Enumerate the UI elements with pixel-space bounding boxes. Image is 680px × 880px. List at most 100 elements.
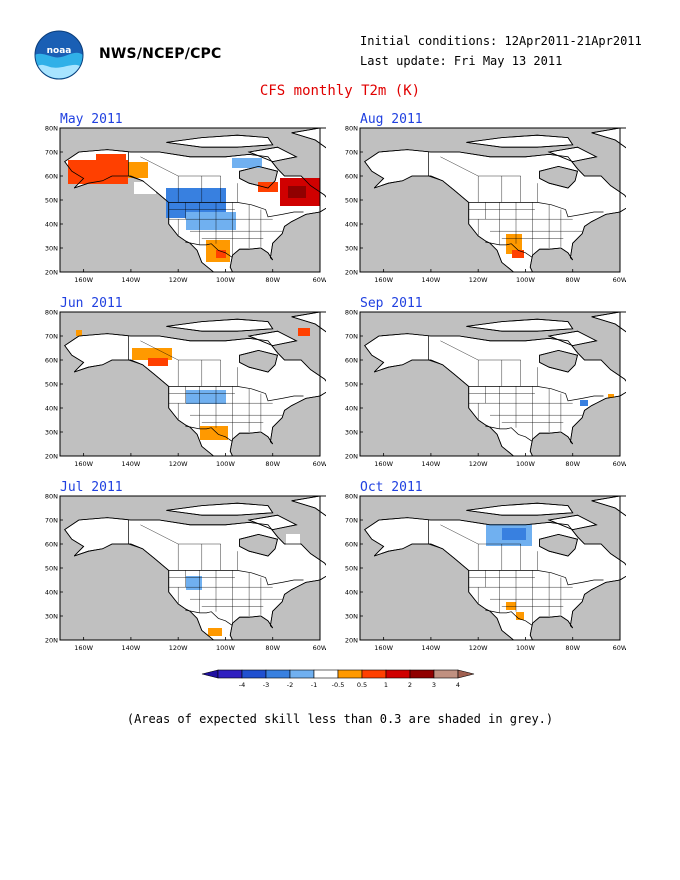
lat-tick-label: 30N xyxy=(45,245,58,253)
lon-tick-label: 140W xyxy=(421,644,440,652)
lon-tick-label: 80W xyxy=(265,460,280,468)
colorbar-label: -0.5 xyxy=(332,681,345,689)
lat-tick-label: 60N xyxy=(45,357,58,365)
colorbar-high-arrow xyxy=(457,669,475,679)
lat-tick-label: 80N xyxy=(345,493,358,501)
initial-conditions: Initial conditions: 12Apr2011-21Apr2011 xyxy=(360,34,642,48)
lon-tick-label: 140W xyxy=(421,460,440,468)
map-panel-sep: Sep 2011 80N 70N 60N 50N 40N 30N 20N 160W 140W 12… xyxy=(336,296,626,468)
lon-tick-label: 160W xyxy=(374,460,393,468)
lat-tick-label: 40N xyxy=(345,221,358,229)
panel-title: Oct 2011 xyxy=(360,480,423,495)
colorbar-swatch xyxy=(265,669,291,679)
lon-tick-label: 100W xyxy=(216,276,235,284)
lon-tick-label: 120W xyxy=(469,276,488,284)
lat-tick-label: 80N xyxy=(45,125,58,133)
lat-tick-label: 70N xyxy=(45,517,58,525)
lon-tick-label: 120W xyxy=(469,460,488,468)
colorbar-label: 0.5 xyxy=(357,681,367,689)
lat-tick-label: 50N xyxy=(345,197,358,205)
lon-tick-label: 160W xyxy=(374,276,393,284)
colorbar-swatch xyxy=(385,669,411,679)
lat-tick-label: 40N xyxy=(345,405,358,413)
lat-tick-label: 60N xyxy=(345,173,358,181)
lon-tick-label: 60W xyxy=(613,276,626,284)
lat-tick-label: 30N xyxy=(45,613,58,621)
lat-tick-label: 20N xyxy=(345,453,358,461)
map-panel-may: May 2011 80N 70N 60N 50N 40N 30N 20N 160W 140W 12… xyxy=(36,112,326,284)
panel-title: Aug 2011 xyxy=(360,112,423,127)
colorbar-low-arrow xyxy=(201,669,219,679)
lon-tick-label: 100W xyxy=(216,460,235,468)
lon-tick-label: 80W xyxy=(565,276,580,284)
lon-tick-label: 160W xyxy=(74,460,93,468)
colorbar-swatch xyxy=(241,669,267,679)
colorbar-swatch xyxy=(433,669,459,679)
lon-tick-label: 160W xyxy=(74,644,93,652)
colorbar-legend: -4 -3 -2 -1 -0.5 0.5 1 2 3 4 xyxy=(201,669,475,689)
lon-tick-label: 160W xyxy=(74,276,93,284)
lat-tick-label: 80N xyxy=(345,309,358,317)
lat-tick-label: 40N xyxy=(45,589,58,597)
lat-tick-label: 40N xyxy=(45,405,58,413)
lon-tick-label: 100W xyxy=(516,644,535,652)
lon-tick-label: 80W xyxy=(565,460,580,468)
lon-tick-label: 140W xyxy=(421,276,440,284)
map-plot: 80N 70N 60N 50N 40N 30N 20N 160W 140W 120W 100W 80W… xyxy=(45,125,326,284)
colorbar-swatch xyxy=(409,669,435,679)
lon-tick-label: 60W xyxy=(613,460,626,468)
svg-text:noaa: noaa xyxy=(47,46,72,56)
footnote: (Areas of expected skill less than 0.3 a… xyxy=(126,712,554,726)
lon-tick-label: 120W xyxy=(169,276,188,284)
map-panel-jul: Jul 2011 80N 70N 60N 50N 40N 30N 20N 160W 140W 12… xyxy=(36,480,326,652)
map-plot: 80N 70N 60N 50N 40N 30N 20N 160W 140W 120W 100W 80W… xyxy=(345,125,626,284)
lat-tick-label: 40N xyxy=(345,589,358,597)
colorbar-label: 4 xyxy=(456,681,460,689)
lon-tick-label: 100W xyxy=(516,276,535,284)
colorbar-swatch xyxy=(289,669,315,679)
org-name: NWS/NCEP/CPC xyxy=(99,46,222,62)
colorbar-label: -3 xyxy=(263,681,269,689)
map-panel-oct: Oct 2011 80N 70N 60N 50N 40N 30N 20N 160W 140W 12… xyxy=(336,480,626,652)
last-update: Last update: Fri May 13 2011 xyxy=(360,54,563,68)
lat-tick-label: 60N xyxy=(45,541,58,549)
lat-tick-label: 50N xyxy=(45,381,58,389)
lat-tick-label: 60N xyxy=(345,357,358,365)
lat-tick-label: 60N xyxy=(45,173,58,181)
lat-tick-label: 80N xyxy=(45,493,58,501)
lat-tick-label: 30N xyxy=(45,429,58,437)
colorbar-label: -1 xyxy=(311,681,317,689)
noaa-logo-icon: noaa xyxy=(34,30,84,80)
lat-tick-label: 50N xyxy=(45,197,58,205)
colorbar-label: 3 xyxy=(432,681,436,689)
lat-tick-label: 50N xyxy=(45,565,58,573)
lon-tick-label: 60W xyxy=(313,460,326,468)
map-plot: 80N 70N 60N 50N 40N 30N 20N 160W 140W 120W 100W 80W… xyxy=(45,493,326,652)
lat-tick-label: 60N xyxy=(345,541,358,549)
panel-title: Jul 2011 xyxy=(60,480,123,495)
map-plot: 80N 70N 60N 50N 40N 30N 20N 160W 140W 120W 100W 80W… xyxy=(45,309,326,468)
map-panel-jun: Jun 2011 80N 70N 60N 50N 40N 30N 20N 160W 140W 12… xyxy=(36,296,326,468)
lat-tick-label: 40N xyxy=(45,221,58,229)
map-panel-aug: Aug 2011 80N 70N 60N 50N 40N 30N 20N 160W 140W 12… xyxy=(336,112,626,284)
lat-tick-label: 30N xyxy=(345,245,358,253)
lon-tick-label: 140W xyxy=(121,276,140,284)
lon-tick-label: 120W xyxy=(169,460,188,468)
lat-tick-label: 70N xyxy=(345,333,358,341)
lat-tick-label: 30N xyxy=(345,613,358,621)
map-plot: 80N 70N 60N 50N 40N 30N 20N 160W 140W 120W 100W 80W… xyxy=(345,493,626,652)
lat-tick-label: 20N xyxy=(45,269,58,277)
colorbar-label: 2 xyxy=(408,681,412,689)
lat-tick-label: 50N xyxy=(345,565,358,573)
lon-tick-label: 100W xyxy=(216,644,235,652)
panel-title: Jun 2011 xyxy=(60,296,123,311)
figure-title: CFS monthly T2m (K) xyxy=(259,83,421,99)
colorbar-swatch xyxy=(361,669,387,679)
lon-tick-label: 80W xyxy=(565,644,580,652)
lat-tick-label: 50N xyxy=(345,381,358,389)
lon-tick-label: 60W xyxy=(313,276,326,284)
lon-tick-label: 80W xyxy=(265,644,280,652)
colorbar-label: 1 xyxy=(384,681,388,689)
lat-tick-label: 20N xyxy=(345,637,358,645)
lat-tick-label: 70N xyxy=(345,517,358,525)
